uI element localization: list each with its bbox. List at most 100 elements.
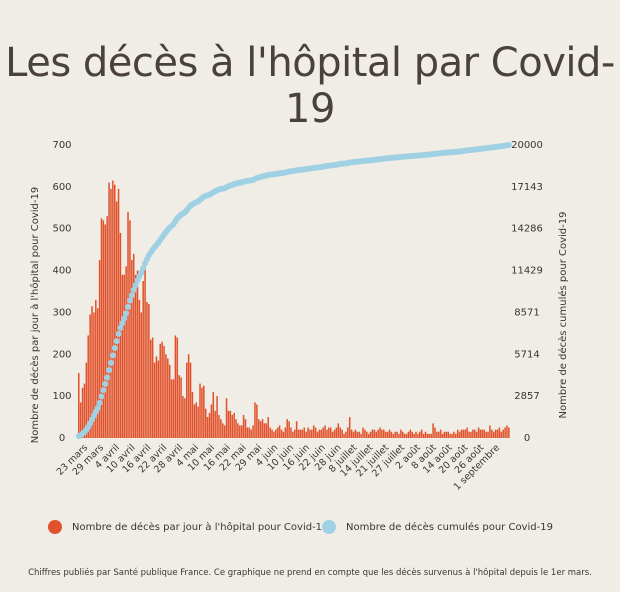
legend-label-daily: Nombre de décès par jour à l'hôpital pou…: [72, 521, 329, 533]
bar: [81, 387, 84, 438]
left-tick-label: 600: [52, 182, 71, 193]
bar: [206, 417, 209, 438]
bar: [460, 429, 463, 438]
bar: [102, 220, 105, 438]
bar: [303, 427, 305, 438]
bar: [409, 429, 412, 438]
bar: [343, 433, 345, 438]
bar: [504, 427, 506, 438]
right-tick-label: 14286: [511, 224, 543, 235]
right-tick-label: 17143: [511, 182, 543, 193]
bar: [502, 429, 504, 438]
bar: [98, 260, 101, 438]
bar: [390, 431, 393, 438]
bar: [210, 404, 213, 438]
bar: [441, 433, 444, 438]
bar: [455, 433, 457, 438]
cumulative-dot: [111, 344, 118, 351]
bar: [500, 431, 503, 438]
bar: [79, 402, 82, 438]
bar: [201, 387, 203, 438]
bar: [330, 427, 332, 438]
bar: [438, 431, 440, 438]
bar: [356, 431, 359, 438]
bar: [386, 431, 389, 438]
bar: [189, 362, 192, 438]
bar: [337, 423, 340, 438]
bar: [508, 427, 510, 438]
bar: [388, 429, 391, 438]
bar: [312, 425, 315, 438]
bar: [96, 308, 99, 438]
bar: [292, 431, 294, 438]
bar: [470, 431, 472, 438]
bar: [290, 427, 292, 438]
bar: [419, 431, 421, 438]
bar: [95, 299, 97, 438]
bar: [294, 429, 296, 438]
bar: [462, 429, 465, 438]
bar: [369, 431, 372, 438]
bar: [220, 419, 222, 438]
bar: [184, 398, 186, 438]
cumulative-dot: [98, 393, 105, 400]
bar: [223, 425, 226, 438]
bar: [307, 427, 309, 438]
bar: [314, 427, 317, 438]
bar: [443, 431, 446, 438]
bar: [354, 429, 357, 438]
bar: [407, 431, 410, 438]
bar: [212, 391, 215, 438]
bar: [186, 362, 188, 438]
bar: [333, 429, 336, 438]
bar: [273, 431, 275, 438]
bar: [411, 431, 413, 438]
bar: [242, 414, 245, 438]
bar: [229, 410, 232, 438]
bar: [394, 431, 396, 438]
y-axis-label-right: Nombre de décès cumulés pour Covid-19: [557, 212, 569, 419]
bar: [203, 385, 205, 438]
bar: [345, 431, 347, 438]
bar: [227, 410, 230, 438]
bar: [115, 201, 118, 438]
bar: [432, 423, 434, 438]
bar: [350, 429, 353, 438]
bar: [458, 431, 461, 438]
chart-title: Les décès à l'hôpital par Covid-19: [5, 40, 615, 132]
bar: [413, 433, 415, 438]
legend-swatch-daily: [48, 520, 62, 534]
bar: [402, 431, 404, 438]
bar: [269, 427, 271, 438]
bar: [89, 314, 91, 438]
bar: [375, 431, 377, 438]
bar: [326, 429, 328, 438]
cumulative-dot: [132, 282, 139, 289]
bar: [424, 431, 427, 438]
bar: [439, 429, 442, 438]
cumulative-deaths-dots: [75, 142, 512, 440]
bar: [492, 431, 495, 438]
bar: [426, 433, 429, 438]
bar: [127, 211, 129, 438]
bar: [278, 425, 281, 438]
bar: [197, 406, 199, 438]
bar: [360, 433, 362, 438]
bar: [174, 335, 177, 438]
bar: [318, 429, 321, 438]
bar: [464, 429, 467, 438]
cumulative-dot: [121, 315, 128, 322]
bar: [282, 431, 285, 438]
bar: [275, 429, 277, 438]
left-tick-label: 0: [59, 433, 65, 444]
bar: [339, 427, 341, 438]
bar: [468, 431, 470, 438]
bar: [301, 429, 304, 438]
bar: [172, 379, 175, 438]
bar: [377, 429, 379, 438]
bar: [373, 429, 376, 438]
bar: [199, 383, 201, 438]
bar: [352, 431, 355, 438]
bar: [383, 429, 385, 438]
bar: [309, 429, 311, 438]
